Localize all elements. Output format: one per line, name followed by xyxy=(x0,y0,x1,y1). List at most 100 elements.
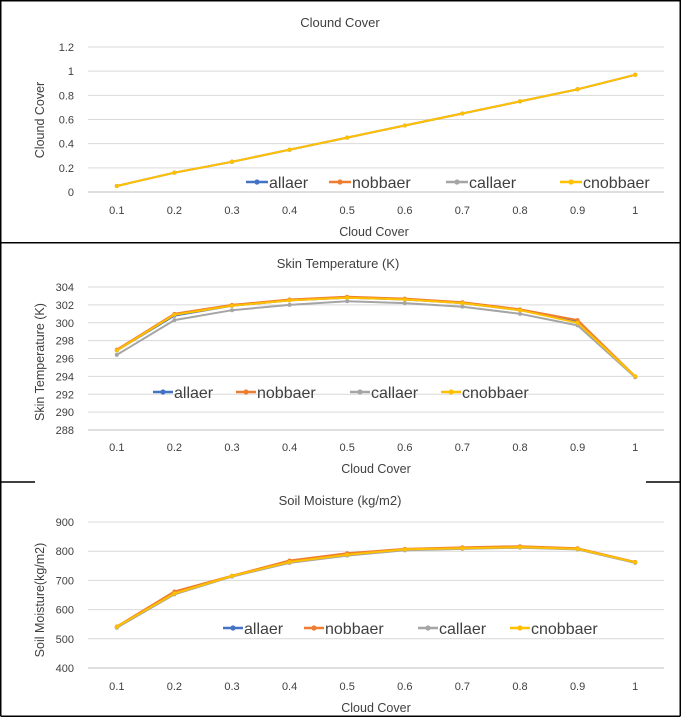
data-point-cnobbaer xyxy=(172,591,177,596)
legend-marker-nobbaer xyxy=(337,179,343,185)
data-point-cnobbaer xyxy=(345,552,350,557)
data-point-cnobbaer xyxy=(633,560,638,565)
legend-label-nobbaer: nobbaer xyxy=(257,385,316,402)
y-tick-label: 300 xyxy=(56,318,74,330)
chart-title: Soil Moisture (kg/m2) xyxy=(279,493,402,508)
x-tick-label: 0.8 xyxy=(512,681,527,693)
legend-label-allaer: allaer xyxy=(244,621,284,638)
series-line-cnobbaer xyxy=(116,546,636,628)
y-tick-label: 0.8 xyxy=(59,90,74,102)
chart-panel-skin-temperature: Skin Temperature (K) Skin Temperature (K… xyxy=(33,256,664,476)
x-tick-label: 0.9 xyxy=(570,205,585,217)
data-point-cnobbaer xyxy=(575,546,580,551)
data-point-callaer xyxy=(460,304,465,309)
legend-label-allaer: allaer xyxy=(174,385,214,402)
legend-marker-allaer xyxy=(230,625,236,631)
x-tick-label: 0.6 xyxy=(397,681,412,693)
data-point-cnobbaer xyxy=(460,301,465,306)
x-tick-label: 0.4 xyxy=(282,442,297,454)
x-tick-label: 0.2 xyxy=(167,442,182,454)
x-tick-label: 0.6 xyxy=(397,442,412,454)
chart-panel-cloud-cover: Clound Cover Clound Cover Cloud Cover 0 0… xyxy=(33,15,664,239)
x-tick-label: 0.3 xyxy=(224,681,239,693)
data-point-cnobbaer xyxy=(402,547,407,552)
x-tick-label: 0.8 xyxy=(512,442,527,454)
series-line-allaer xyxy=(116,296,636,378)
legend-marker-nobbaer xyxy=(243,389,249,395)
legend-marker-nobbaer xyxy=(311,625,317,631)
data-point-cnobbaer xyxy=(114,624,119,629)
data-point-callaer xyxy=(518,311,522,316)
x-tick-label: 0.1 xyxy=(109,205,124,217)
x-tick-label: 0.5 xyxy=(340,681,355,693)
series-line-callaer xyxy=(116,300,636,379)
y-tick-label: 1 xyxy=(68,66,74,78)
x-tick-label: 0.4 xyxy=(282,205,297,217)
chart-title: Skin Temperature (K) xyxy=(277,256,400,271)
x-tick-label: 0.5 xyxy=(340,442,355,454)
x-tick-label: 1 xyxy=(632,442,638,454)
legend-label-nobbaer: nobbaer xyxy=(352,175,411,192)
data-point-cnobbaer xyxy=(345,295,350,300)
x-tick-label: 0.7 xyxy=(455,442,470,454)
series-line-cnobbaer xyxy=(116,73,636,187)
x-axis-label: Cloud Cover xyxy=(339,225,408,239)
data-point-callaer xyxy=(172,318,177,323)
legend-marker-callaer xyxy=(454,179,460,185)
y-tick-label: 302 xyxy=(56,300,74,312)
data-point-cnobbaer xyxy=(575,320,580,325)
x-tick-label: 0.5 xyxy=(340,205,355,217)
legend-marker-cnobbaer xyxy=(448,389,454,395)
x-tick-label: 0.9 xyxy=(570,442,585,454)
data-point-cnobbaer xyxy=(402,297,407,302)
x-tick-label: 0.1 xyxy=(109,442,124,454)
x-tick-label: 0.7 xyxy=(455,205,470,217)
legend-label-allaer: allaer xyxy=(269,175,309,192)
legend-marker-allaer xyxy=(160,389,166,395)
legend-label-callaer: callaer xyxy=(439,621,487,638)
y-tick-label: 700 xyxy=(56,575,74,587)
legend-marker-callaer xyxy=(425,625,431,631)
y-axis-label: Clound Cover xyxy=(33,82,47,158)
chart-panel-soil-moisture: Soil Moisture (kg/m2) Soil Moisture(kg/m… xyxy=(33,493,664,715)
x-tick-label: 0.2 xyxy=(167,681,182,693)
data-point-cnobbaer xyxy=(633,72,638,77)
legend-label-cnobbaer: cnobbaer xyxy=(531,621,598,638)
y-tick-label: 0.2 xyxy=(59,163,74,175)
x-tick-label: 0.3 xyxy=(224,205,239,217)
legend-label-callaer: callaer xyxy=(371,385,419,402)
data-point-cnobbaer xyxy=(230,159,234,164)
y-tick-label: 296 xyxy=(56,354,74,366)
data-point-cnobbaer xyxy=(518,545,522,550)
data-point-cnobbaer xyxy=(172,312,177,317)
data-point-cnobbaer xyxy=(633,374,638,379)
y-tick-label: 0.6 xyxy=(59,115,74,127)
legend-label-callaer: callaer xyxy=(469,175,517,192)
x-tick-label: 0.2 xyxy=(167,205,182,217)
x-tick-label: 0.8 xyxy=(512,205,527,217)
x-tick-label: 0.1 xyxy=(109,681,124,693)
data-point-callaer xyxy=(114,352,119,357)
legend-label-cnobbaer: cnobbaer xyxy=(583,175,650,192)
x-tick-label: 0.4 xyxy=(282,681,297,693)
legend-label-cnobbaer: cnobbaer xyxy=(462,385,529,402)
data-point-callaer xyxy=(230,308,234,313)
x-tick-label: 1 xyxy=(632,205,638,217)
y-tick-label: 292 xyxy=(56,389,74,401)
data-point-cnobbaer xyxy=(287,147,292,152)
y-tick-label: 0 xyxy=(68,187,74,199)
legend-marker-callaer xyxy=(357,389,363,395)
data-point-cnobbaer xyxy=(460,546,465,551)
data-point-cnobbaer xyxy=(172,170,177,175)
series-line-cnobbaer xyxy=(116,296,636,378)
y-tick-label: 290 xyxy=(56,407,74,419)
y-tick-label: 288 xyxy=(56,425,74,437)
legend-marker-cnobbaer xyxy=(568,179,574,185)
x-tick-label: 0.9 xyxy=(570,681,585,693)
y-tick-label: 304 xyxy=(56,282,74,294)
data-point-callaer xyxy=(402,301,407,306)
series-line-nobbaer xyxy=(116,295,636,378)
y-tick-label: 294 xyxy=(56,371,74,383)
y-tick-label: 800 xyxy=(56,546,74,558)
